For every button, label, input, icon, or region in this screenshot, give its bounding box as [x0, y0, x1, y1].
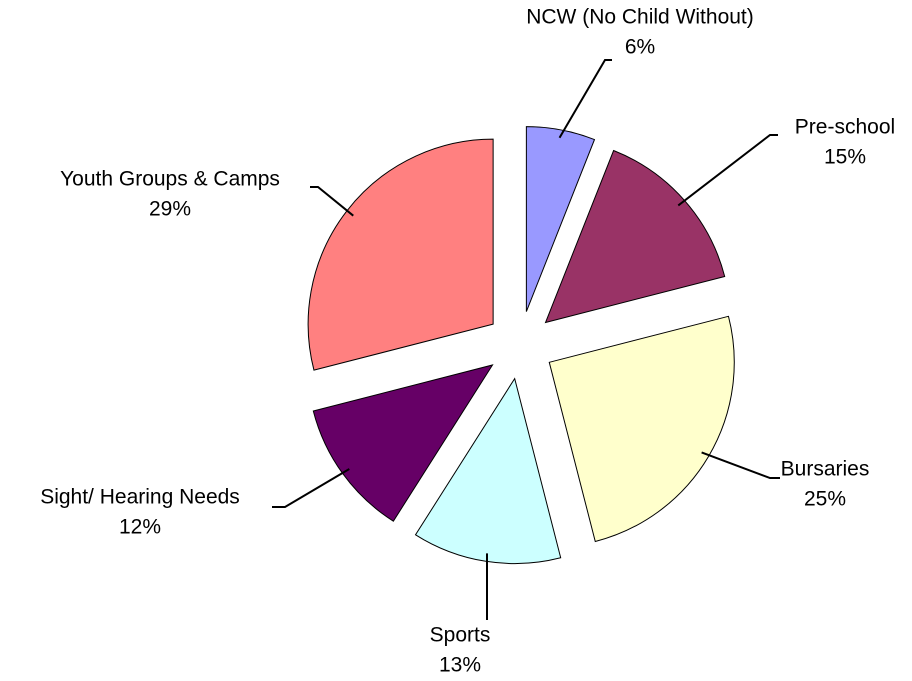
- pie-slice: [414, 377, 562, 565]
- slice-value-label: 6%: [625, 36, 655, 59]
- leader-line: [701, 451, 780, 479]
- pie-slice: [548, 315, 735, 543]
- slice-label: NCW (No Child Without): [526, 6, 754, 29]
- leader-line: [310, 186, 354, 217]
- slice-label: Sight/ Hearing Needs: [40, 486, 240, 509]
- pie-slice: [307, 138, 494, 371]
- slice-value-label: 13%: [439, 654, 481, 677]
- slice-label: Bursaries: [781, 458, 870, 481]
- slice-label: Youth Groups & Camps: [60, 168, 280, 191]
- slice-value-label: 25%: [804, 488, 846, 511]
- leader-line: [677, 134, 778, 207]
- slice-value-label: 29%: [149, 198, 191, 221]
- leader-line: [558, 59, 612, 139]
- slice-value-label: 12%: [119, 516, 161, 539]
- pie-slice: [525, 126, 596, 312]
- leader-line: [272, 468, 350, 508]
- slice-label: Sports: [430, 624, 491, 647]
- slice-value-label: 15%: [824, 146, 866, 169]
- slice-label: Pre-school: [795, 116, 895, 139]
